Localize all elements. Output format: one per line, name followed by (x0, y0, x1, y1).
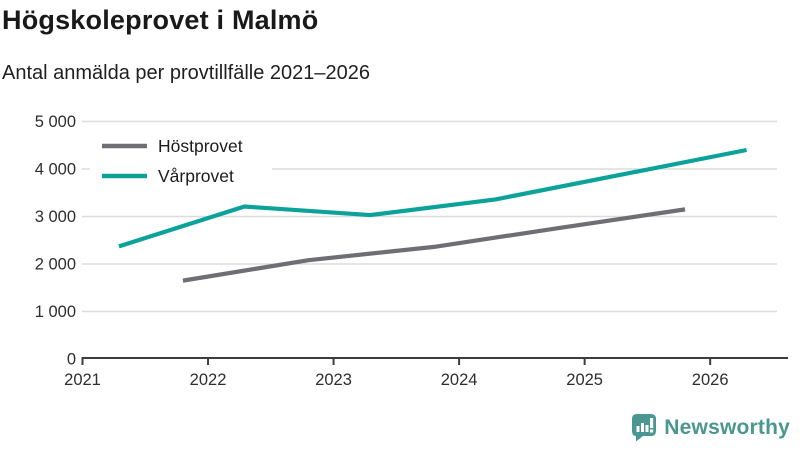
chart-title: Högskoleprovet i Malmö (2, 5, 319, 35)
y-tick-label: 0 (67, 351, 76, 369)
x-tick-label: 2022 (190, 371, 227, 389)
x-tick-label: 2023 (315, 371, 352, 389)
legend-label: Höstprovet (158, 136, 243, 156)
y-tick-label: 4 000 (35, 161, 76, 179)
newsworthy-logo: Newsworthy (631, 413, 790, 442)
x-tick-label: 2025 (566, 371, 603, 389)
y-tick-label: 3 000 (35, 208, 76, 226)
y-tick-label: 2 000 (35, 256, 76, 274)
legend-background (90, 131, 272, 191)
y-tick-label: 1 000 (35, 303, 76, 321)
x-tick-label: 2026 (692, 371, 729, 389)
series-line-hostprovet (182, 207, 686, 283)
chart-subtitle: Antal anmälda per provtillfälle 2021–202… (2, 62, 371, 84)
legend-label: Vårprovet (158, 166, 234, 186)
bar-chart-speech-bubble-icon (632, 414, 657, 442)
x-tick-label: 2021 (64, 371, 101, 389)
x-tick-label: 2024 (441, 371, 478, 389)
series-line-varprovet (118, 147, 747, 249)
y-tick-label: 5 000 (35, 113, 76, 131)
logo-wordmark: Newsworthy (664, 415, 790, 439)
